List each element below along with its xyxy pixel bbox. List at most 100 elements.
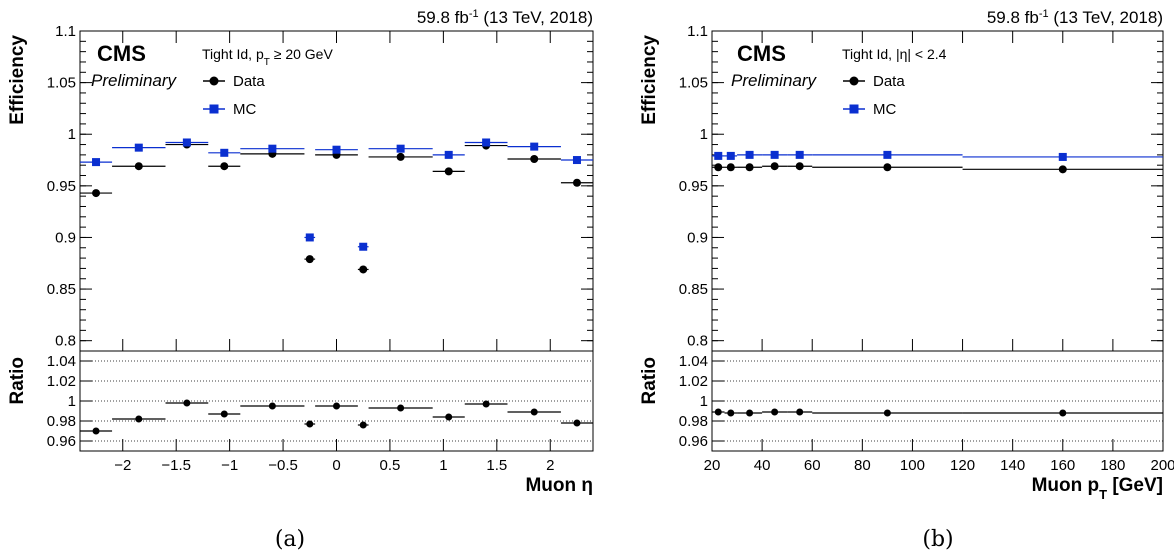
y-axis-label: Efficiency [639,35,660,125]
panel-caption: (a) [275,527,305,552]
y-tick-label: 1.05 [47,75,76,92]
data-point-data [572,178,581,187]
x-tick-label: −0.5 [268,457,298,474]
ratio-point [183,399,191,407]
ratio-point [135,415,143,423]
legend-entry-mc: MC [233,101,256,118]
data-point-mc [134,143,143,152]
preliminary-label: Preliminary [731,71,818,90]
x-tick-label: 20 [704,457,721,474]
ratio-point [445,413,453,421]
ratio-point [727,409,735,417]
data-point-mc [332,145,341,154]
x-tick-label: 120 [950,457,975,474]
ratio-point [92,427,100,435]
y-tick-label: 1.1 [55,23,76,40]
y-tick-label: 0.85 [47,281,76,298]
x-tick-label: 2 [546,457,554,474]
ratio-point [359,421,367,429]
data-point-data [134,162,143,171]
data-point-data [745,163,754,172]
ratio-axis-label: Ratio [7,357,28,405]
ratio-point [771,408,779,416]
ratio-tick-label: 0.98 [47,413,76,430]
y-tick-label: 0.9 [55,229,76,246]
ratio-tick-label: 0.96 [47,433,76,450]
y-tick-label: 1.1 [687,23,708,40]
data-point-data [305,255,314,264]
data-point-mc [305,233,314,242]
x-tick-label: 160 [1050,457,1075,474]
data-point-data [883,163,892,172]
data-point-data [714,163,723,172]
data-point-data [530,155,539,163]
ratio-point [746,409,754,417]
data-point-data [92,189,101,198]
data-point-mc [359,242,368,251]
data-point-mc [1058,152,1067,161]
data-point-mc [482,138,491,147]
data-point-data [726,163,735,172]
x-axis-label: Muon pT [GeV] [1032,475,1163,502]
x-tick-label: 180 [1100,457,1125,474]
ratio-tick-label: 1 [700,393,708,410]
ratio-point [220,410,228,418]
legend-marker [209,76,219,86]
data-point-mc [182,138,191,147]
data-point-data [1058,165,1067,174]
ratio-tick-label: 1 [68,393,76,410]
ratio-tick-label: 1.04 [679,353,708,370]
x-axis-label: Muon η [525,475,593,496]
lumi-label: 59.8 fb-1 (13 TeV, 2018) [417,8,593,27]
data-point-mc [883,150,892,159]
legend-entry-data: Data [233,73,265,90]
preliminary-label: Preliminary [91,71,178,90]
data-point-mc [745,150,754,159]
y-axis-label: Efficiency [7,35,28,125]
lumi-label: 59.8 fb-1 (13 TeV, 2018) [987,8,1163,27]
x-tick-label: 60 [804,457,821,474]
y-tick-label: 0.8 [55,333,76,350]
ratio-tick-label: 1.04 [47,353,76,370]
ratio-point [306,420,314,428]
data-point-mc [572,156,581,165]
ratio-point [714,408,722,416]
data-point-data [220,162,229,171]
legend-marker [209,104,219,114]
y-tick-label: 1.05 [679,75,708,92]
x-tick-label: −1 [221,457,238,474]
x-tick-label: −2 [114,457,131,474]
cms-label: CMS [97,41,146,66]
ratio-point [883,409,891,417]
ratio-frame [79,350,594,452]
data-point-mc [220,148,229,157]
ratio-point [333,402,340,410]
y-tick-label: 0.8 [687,333,708,350]
ratio-point [482,400,490,408]
ratio-point [530,408,538,416]
data-point-data [396,152,405,161]
data-point-mc [726,151,735,160]
chart-panel-b: 0.8 0.85 0.9 0.95 1 1.05 1.1 0.96 0.98 1 1.02 1.04 2… [639,8,1174,552]
ratio-point [268,402,276,410]
data-point-data [444,167,453,176]
y-tick-label: 0.95 [47,178,76,195]
ratio-tick-label: 0.98 [679,413,708,430]
data-point-mc [92,158,101,167]
data-point-mc [770,150,779,159]
legend-entry-data: Data [873,73,905,90]
ratio-tick-label: 1.02 [47,373,76,390]
ratio-tick-label: 0.96 [679,433,708,450]
x-tick-label: 1 [439,457,447,474]
data-point-data [359,265,368,274]
x-tick-label: 80 [854,457,871,474]
y-tick-label: 1 [68,126,76,143]
chart-panel-a: 0.8 0.85 0.9 0.95 1 1.05 1.1 0.96 0.98 1 1.02 1.04 −… [7,8,594,552]
y-tick-label: 1 [700,126,708,143]
x-tick-label: 1.5 [486,457,507,474]
data-point-mc [268,144,277,153]
x-tick-label: 200 [1150,457,1174,474]
ratio-point [397,404,405,412]
y-tick-label: 0.9 [687,229,708,246]
